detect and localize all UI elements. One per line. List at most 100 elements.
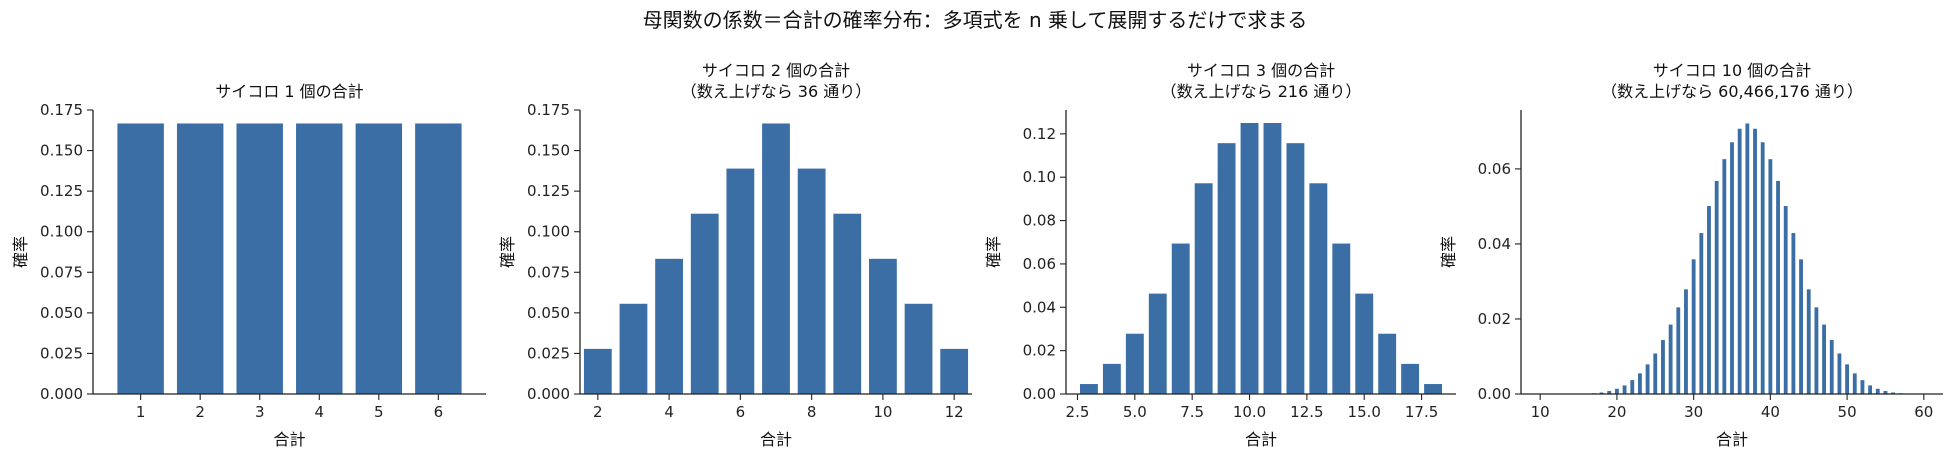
bar (1332, 243, 1351, 394)
y-tick-label: 0.000 (527, 385, 570, 403)
x-tick-label: 20 (1607, 403, 1626, 421)
bar (1684, 289, 1688, 394)
x-tick-label: 10 (873, 403, 892, 421)
chart-title: サイコロ 3 個の合計 (1187, 61, 1335, 80)
bar-series (1079, 123, 1442, 394)
y-tick-label: 0.000 (40, 385, 83, 403)
bar (1799, 259, 1803, 394)
figure-title: 母関数の係数＝合計の確率分布：多項式を n 乗して展開するだけで求まる (643, 8, 1308, 32)
bar (1401, 363, 1420, 394)
bar (296, 123, 343, 394)
bar (904, 303, 933, 394)
bar (1837, 353, 1842, 394)
y-axis-label: 確率 (11, 236, 30, 268)
x-axis-label: 合計 (1716, 430, 1748, 449)
y-tick-label: 0.04 (1023, 298, 1056, 316)
bar (940, 348, 969, 394)
bar (1653, 353, 1658, 394)
y-tick-label: 0.075 (40, 263, 83, 281)
chart-title: サイコロ 1 個の合計 (215, 82, 363, 101)
x-tick-label: 40 (1761, 403, 1780, 421)
y-axis-label: 確率 (498, 236, 517, 268)
bar (1722, 159, 1727, 394)
bar (1768, 159, 1773, 394)
bar (726, 168, 755, 394)
chart-subtitle: （数え上げなら 60,466,176 通り） (1601, 82, 1863, 101)
y-tick-label: 0.06 (1023, 255, 1056, 273)
y-tick-label: 0.00 (1023, 385, 1056, 403)
bar (1217, 143, 1236, 394)
y-tick-label: 0.08 (1023, 212, 1056, 230)
y-tick-label: 0.175 (40, 101, 83, 119)
x-tick-label: 6 (434, 403, 444, 421)
x-tick-label: 17.5 (1405, 403, 1438, 421)
bar (176, 123, 224, 394)
bar (1814, 307, 1819, 394)
y-tick-label: 0.150 (527, 142, 570, 160)
y-tick-label: 0.02 (1023, 342, 1056, 360)
y-tick-label: 0.100 (40, 223, 83, 241)
x-tick-label: 5.0 (1123, 403, 1147, 421)
bar (1194, 183, 1213, 394)
bar (1171, 243, 1190, 394)
bar (1125, 333, 1144, 394)
bar (1607, 391, 1612, 394)
y-tick-label: 0.02 (1478, 310, 1511, 328)
bar (1783, 206, 1788, 394)
y-axis-label: 確率 (984, 236, 1003, 268)
x-tick-label: 7.5 (1180, 403, 1204, 421)
bar (1309, 183, 1328, 394)
bar (1753, 128, 1757, 394)
bar (1829, 339, 1834, 394)
bar (1691, 259, 1696, 394)
x-tick-label: 4 (314, 403, 324, 421)
bar (1737, 128, 1742, 394)
bar (1378, 333, 1397, 394)
bar (1868, 385, 1873, 394)
bar (117, 123, 164, 394)
x-tick-label: 30 (1684, 403, 1703, 421)
x-tick-label: 5 (374, 403, 384, 421)
x-tick-label: 2 (593, 403, 603, 421)
bar (869, 258, 897, 394)
chart-subtitle: （数え上げなら 216 通り） (1161, 82, 1362, 101)
bar (655, 258, 683, 394)
chart-panel-3: サイコロ 3 個の合計 （数え上げなら 216 通り） 2.5 5.0 7.5 10.0 1… (984, 61, 1456, 449)
chart-title: サイコロ 2 個の合計 (702, 61, 850, 80)
x-tick-label: 12.5 (1290, 403, 1323, 421)
y-tick-label: 0.025 (527, 344, 570, 362)
bar (1776, 180, 1780, 394)
y-tick-label: 0.100 (527, 223, 570, 241)
chart-subtitle: （数え上げなら 36 通り） (681, 82, 872, 101)
bar (355, 123, 403, 394)
bar (797, 168, 826, 394)
x-tick-label: 2 (195, 403, 205, 421)
x-tick-label: 12 (945, 403, 964, 421)
bar (1714, 180, 1719, 394)
bar (415, 123, 462, 394)
x-axis-label: 合計 (760, 430, 792, 449)
bar (1424, 384, 1442, 394)
x-tick-label: 10.0 (1233, 403, 1266, 421)
bar (690, 213, 719, 394)
x-axis-label: 合計 (1245, 430, 1277, 449)
bar (1668, 324, 1673, 394)
y-tick-label: 0.150 (40, 142, 83, 160)
x-tick-label: 1 (136, 403, 146, 421)
bar (1614, 388, 1619, 394)
y-tick-label: 0.06 (1478, 160, 1511, 178)
bar (1645, 364, 1650, 394)
x-tick-label: 3 (255, 403, 265, 421)
y-tick-label: 0.075 (527, 263, 570, 281)
bar (1699, 233, 1704, 394)
y-tick-label: 0.04 (1478, 235, 1511, 253)
bar (762, 123, 790, 394)
bar (1760, 142, 1765, 394)
y-tick-label: 0.10 (1023, 168, 1056, 186)
bar (1791, 233, 1796, 394)
chart-title: サイコロ 10 個の合計 (1653, 61, 1812, 80)
bar (1079, 384, 1098, 394)
chart-panel-1: サイコロ 1 個の合計 1 2 3 4 5 6 0.000 0.025 0.050 0.075 0.1… (11, 82, 486, 449)
bar-series (1584, 123, 1911, 394)
